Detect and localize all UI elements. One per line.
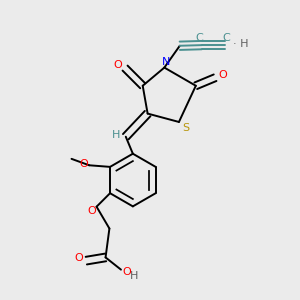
Text: O: O	[80, 159, 88, 169]
Text: N: N	[161, 57, 170, 67]
Text: O: O	[122, 267, 131, 277]
Text: · H: · H	[233, 39, 248, 49]
Text: O: O	[88, 206, 96, 216]
Text: O: O	[113, 60, 122, 70]
Text: C: C	[223, 33, 230, 43]
Text: H: H	[130, 271, 138, 281]
Text: O: O	[75, 253, 84, 263]
Text: O: O	[218, 70, 227, 80]
Text: H: H	[112, 130, 120, 140]
Text: C: C	[195, 33, 203, 43]
Text: S: S	[182, 123, 189, 134]
